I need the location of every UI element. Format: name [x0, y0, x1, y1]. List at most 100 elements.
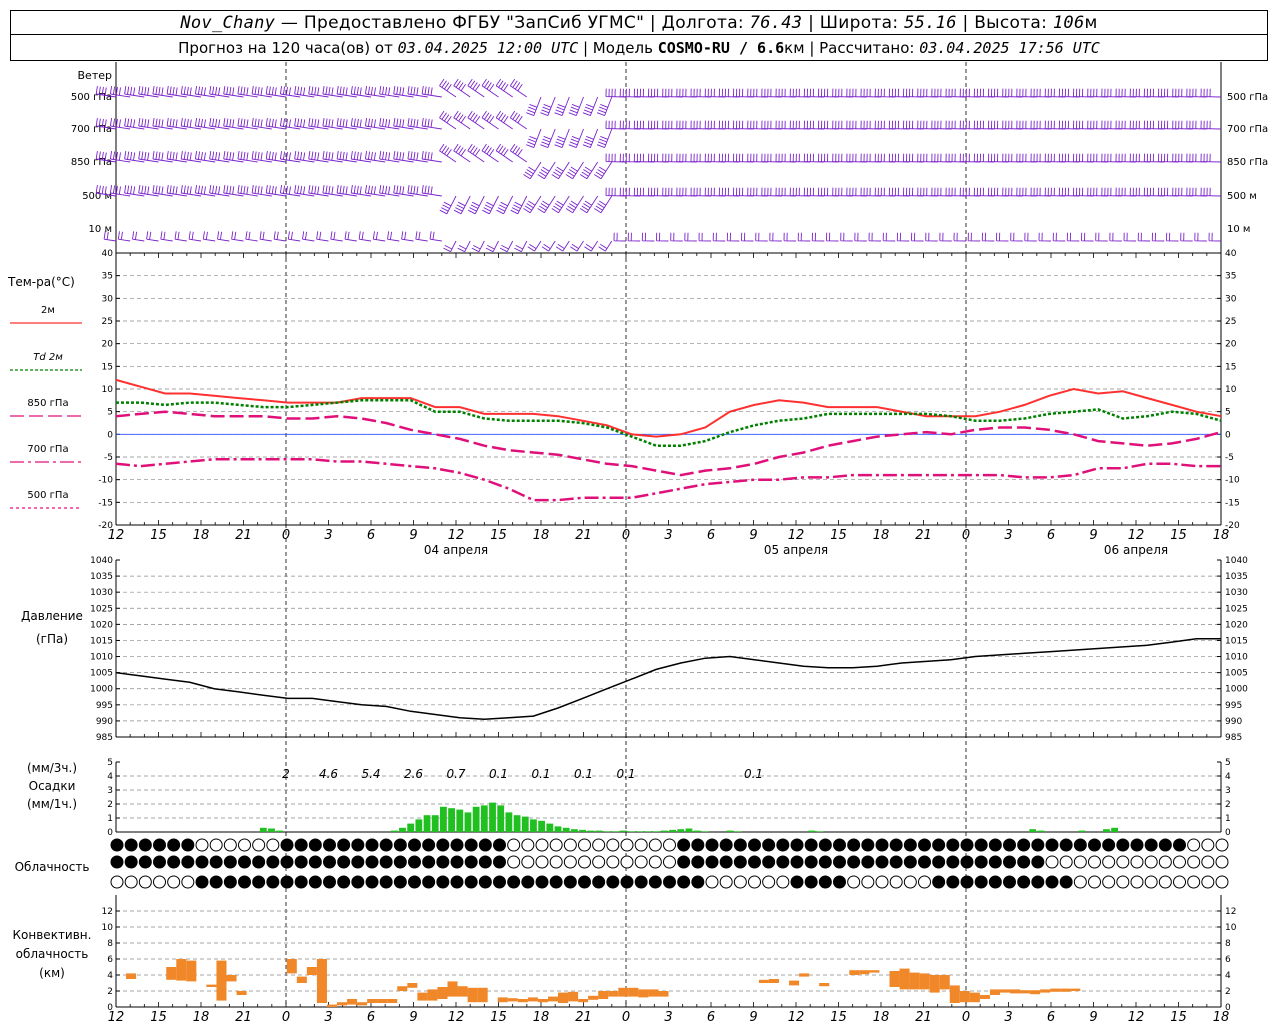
wind-barb [251, 151, 272, 163]
cloud-symbol [903, 875, 917, 889]
wind-barb [358, 231, 372, 242]
precip-bar-18 [259, 827, 267, 832]
wind-barb [726, 232, 740, 242]
cloud-symbol [408, 875, 421, 889]
precip-bar-50 [521, 816, 529, 832]
conv-ylabel-l-4: 4 [107, 971, 113, 981]
cloud-symbol [351, 855, 365, 869]
wind-barb [973, 120, 995, 130]
cloud-symbol [138, 855, 152, 869]
wind-barb [1166, 232, 1179, 242]
cloud-symbol [393, 875, 407, 889]
wind-barb [1002, 187, 1023, 197]
wind-barb [1030, 187, 1052, 197]
pres-ylabel-r-990: 990 [1225, 717, 1242, 727]
precip-ylabel-l-2: 2 [107, 800, 113, 810]
wind-barb [854, 232, 867, 242]
temp-xlabel-19: 21 [915, 528, 932, 543]
wind-barb [648, 153, 669, 163]
date-label-2: 06 апреля [1104, 543, 1168, 557]
wind-barb [109, 86, 131, 98]
cloud-symbol [833, 838, 846, 852]
cloud-symbol [1130, 838, 1144, 852]
wind-barb [124, 118, 145, 130]
wind-barb [846, 88, 867, 98]
wind-barb [596, 128, 613, 149]
conv-bar-8 [286, 959, 297, 974]
precip-bar-113 [1037, 830, 1045, 832]
wind-barb [379, 185, 400, 197]
conv-bar-37 [588, 995, 599, 1000]
conv-bar-0 [126, 973, 137, 979]
wind-barb [350, 118, 372, 130]
precip-unit-3h: (мм/3ч.) [27, 761, 77, 775]
temp-xlabel-25: 15 [1170, 528, 1187, 543]
precip-ylabel-l-3: 3 [107, 786, 113, 796]
wind-barb [287, 231, 301, 242]
wind-barb [467, 110, 485, 130]
wind-barb [322, 118, 343, 130]
wind-barb [690, 88, 712, 98]
cloud-symbol [578, 855, 591, 869]
cloud-symbol [507, 875, 521, 889]
cloud-symbol [1130, 875, 1144, 889]
wind-barb [676, 88, 697, 98]
wind-barb [1115, 120, 1137, 130]
temp-title: Тем-ра(°С) [7, 275, 75, 289]
cloud-symbol [790, 838, 804, 852]
wind-barb [733, 120, 754, 130]
wind-barb [439, 78, 457, 98]
wind-barb [364, 86, 386, 98]
wind-barb [523, 161, 542, 180]
conv-bar-45 [758, 979, 769, 983]
precip-bar-67 [661, 830, 668, 832]
wind-barb [832, 187, 853, 197]
cloud-symbol [1144, 875, 1158, 889]
temp-xlabel-15: 9 [749, 528, 757, 543]
cloud-symbol [620, 838, 634, 852]
wind-barb [495, 78, 513, 98]
pres-ylabel-l-985: 985 [96, 733, 113, 743]
wind-barb [931, 120, 952, 130]
cloud-symbol [153, 838, 166, 852]
forecast-start: 03.04.2025 12:00 UTC [397, 39, 579, 57]
wind-barb [188, 231, 202, 242]
wind-barb [579, 195, 599, 214]
cloud-symbol [478, 838, 492, 852]
precip-bar-75 [726, 830, 734, 832]
wind-barb [797, 232, 811, 242]
cloud-symbol [648, 855, 662, 869]
cloud-symbol [209, 838, 223, 852]
precip-bar-45 [480, 805, 488, 832]
wind-barb [1066, 232, 1080, 242]
wind-level-l-0: 500 гПа [71, 92, 112, 103]
wind-barb [741, 232, 754, 242]
wind-barb [747, 120, 768, 130]
pres-ylabel-l-1015: 1015 [90, 636, 113, 646]
cloud-symbol [606, 855, 620, 869]
cloud-symbol [138, 875, 152, 889]
wind-barb [789, 153, 811, 163]
wind-barbs [95, 78, 1222, 253]
cloud-symbol [549, 875, 563, 889]
wind-barb [554, 128, 570, 149]
temp-ylabel-l-30: 30 [102, 294, 114, 304]
pres-ylabel-l-1005: 1005 [90, 669, 113, 679]
cloud-symbol [606, 838, 620, 852]
wind-barb [1109, 232, 1122, 242]
cloud-symbol [1031, 855, 1045, 869]
precip-bar-39 [431, 815, 439, 832]
cloud-symbol [1059, 875, 1073, 889]
precip-bar-20 [276, 830, 284, 832]
cloud-symbol [1088, 855, 1101, 869]
conv-bar-40 [618, 987, 629, 997]
precip-bar-58 [587, 830, 595, 832]
conv-bar-17 [377, 999, 388, 1003]
cloud-symbol [535, 875, 549, 889]
wind-barb [1158, 187, 1179, 197]
conv-xlabel-1: 15 [150, 1010, 167, 1024]
wind-barb [1137, 232, 1151, 242]
cloud-symbol [308, 875, 322, 889]
wind-barb [917, 88, 938, 98]
temp-xlabel-8: 12 [448, 528, 465, 543]
